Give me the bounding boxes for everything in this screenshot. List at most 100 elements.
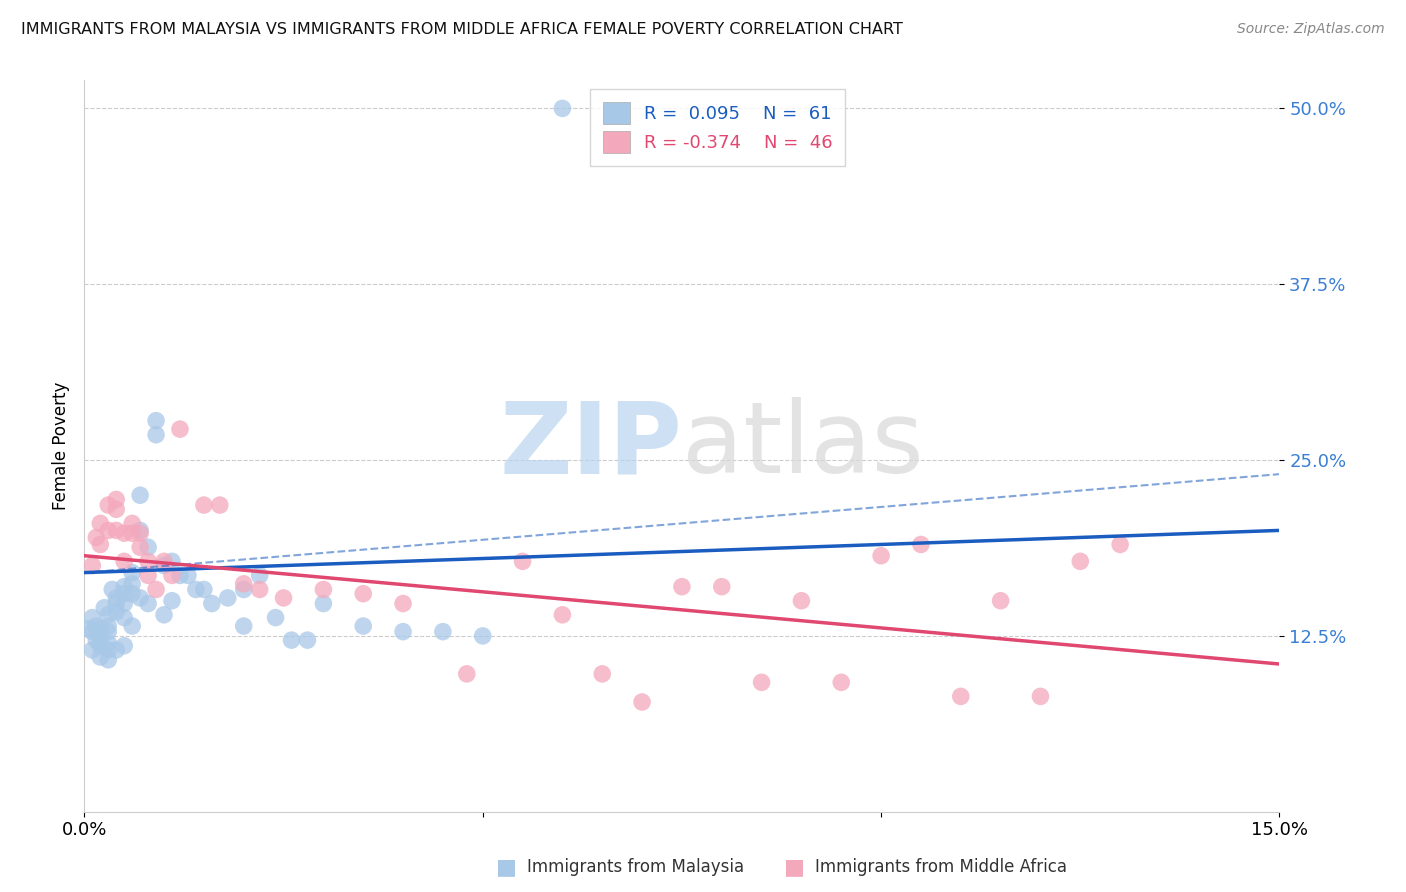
Point bbox=[89, 622, 111, 636]
Point bbox=[193, 582, 215, 597]
Point bbox=[129, 488, 152, 502]
Point bbox=[145, 414, 167, 428]
Point bbox=[105, 591, 128, 605]
Point bbox=[249, 582, 271, 597]
Point bbox=[273, 591, 295, 605]
Point bbox=[97, 607, 120, 622]
Point bbox=[1069, 554, 1091, 568]
Point bbox=[193, 498, 215, 512]
Point bbox=[169, 568, 191, 582]
Point bbox=[297, 633, 319, 648]
Point bbox=[112, 526, 135, 541]
Point bbox=[93, 600, 115, 615]
Point bbox=[264, 610, 287, 624]
Point bbox=[82, 643, 104, 657]
Point bbox=[312, 582, 335, 597]
Point bbox=[121, 619, 143, 633]
Text: Immigrants from Middle Africa: Immigrants from Middle Africa bbox=[815, 858, 1067, 876]
Text: ■: ■ bbox=[496, 857, 516, 877]
Text: IMMIGRANTS FROM MALAYSIA VS IMMIGRANTS FROM MIDDLE AFRICA FEMALE POVERTY CORRELA: IMMIGRANTS FROM MALAYSIA VS IMMIGRANTS F… bbox=[21, 22, 903, 37]
Point bbox=[432, 624, 454, 639]
Point bbox=[82, 558, 104, 573]
Point bbox=[184, 582, 207, 597]
Point bbox=[121, 577, 143, 591]
Point bbox=[153, 554, 176, 568]
Point bbox=[280, 633, 302, 648]
Point bbox=[77, 622, 100, 636]
Point bbox=[551, 607, 574, 622]
Point bbox=[121, 587, 143, 601]
Point bbox=[169, 422, 191, 436]
Point bbox=[105, 643, 128, 657]
Point bbox=[591, 666, 613, 681]
Point bbox=[112, 580, 135, 594]
Point bbox=[129, 541, 152, 555]
Point bbox=[129, 591, 152, 605]
Point bbox=[208, 498, 231, 512]
Point bbox=[160, 554, 183, 568]
Point bbox=[105, 597, 128, 611]
Point bbox=[710, 580, 733, 594]
Point bbox=[136, 554, 159, 568]
Point bbox=[1029, 690, 1052, 704]
Text: ZIP: ZIP bbox=[499, 398, 682, 494]
Point bbox=[101, 582, 124, 597]
Point bbox=[112, 554, 135, 568]
Point bbox=[89, 636, 111, 650]
Point bbox=[82, 610, 104, 624]
Point bbox=[392, 624, 415, 639]
Point bbox=[89, 537, 111, 551]
Text: Source: ZipAtlas.com: Source: ZipAtlas.com bbox=[1237, 22, 1385, 37]
Point bbox=[990, 593, 1012, 607]
Point bbox=[217, 591, 239, 605]
Point bbox=[910, 537, 932, 551]
Point bbox=[121, 516, 143, 531]
Point bbox=[232, 577, 254, 591]
Point bbox=[136, 568, 159, 582]
Text: atlas: atlas bbox=[682, 398, 924, 494]
Point bbox=[352, 619, 374, 633]
Point bbox=[751, 675, 773, 690]
Point bbox=[97, 498, 120, 512]
Point bbox=[136, 541, 159, 555]
Point bbox=[97, 643, 120, 657]
Text: ■: ■ bbox=[785, 857, 804, 877]
Point bbox=[129, 526, 152, 541]
Point bbox=[121, 526, 143, 541]
Text: Immigrants from Malaysia: Immigrants from Malaysia bbox=[527, 858, 744, 876]
Point bbox=[89, 516, 111, 531]
Point bbox=[456, 666, 478, 681]
Point bbox=[671, 580, 693, 594]
Point bbox=[121, 566, 143, 580]
Point bbox=[201, 597, 224, 611]
Point bbox=[232, 619, 254, 633]
Point bbox=[105, 492, 128, 507]
Point bbox=[97, 624, 120, 639]
Point bbox=[392, 597, 415, 611]
Point bbox=[89, 639, 111, 653]
Point bbox=[129, 524, 152, 538]
Point bbox=[136, 597, 159, 611]
Point bbox=[86, 633, 108, 648]
Point bbox=[949, 690, 972, 704]
Point bbox=[512, 554, 534, 568]
Point bbox=[160, 593, 183, 607]
Point bbox=[551, 102, 574, 116]
Point bbox=[89, 650, 111, 665]
Point bbox=[153, 607, 176, 622]
Point bbox=[86, 530, 108, 544]
Point bbox=[145, 582, 167, 597]
Point bbox=[232, 582, 254, 597]
Point bbox=[105, 502, 128, 516]
Point bbox=[97, 653, 120, 667]
Y-axis label: Female Poverty: Female Poverty bbox=[52, 382, 70, 510]
Point bbox=[830, 675, 852, 690]
Point bbox=[1109, 537, 1132, 551]
Point bbox=[312, 597, 335, 611]
Point bbox=[105, 605, 128, 619]
Point bbox=[82, 624, 104, 639]
Point bbox=[89, 629, 111, 643]
Point bbox=[97, 619, 120, 633]
Legend: R =  0.095    N =  61, R = -0.374    N =  46: R = 0.095 N = 61, R = -0.374 N = 46 bbox=[591, 89, 845, 166]
Point bbox=[97, 524, 120, 538]
